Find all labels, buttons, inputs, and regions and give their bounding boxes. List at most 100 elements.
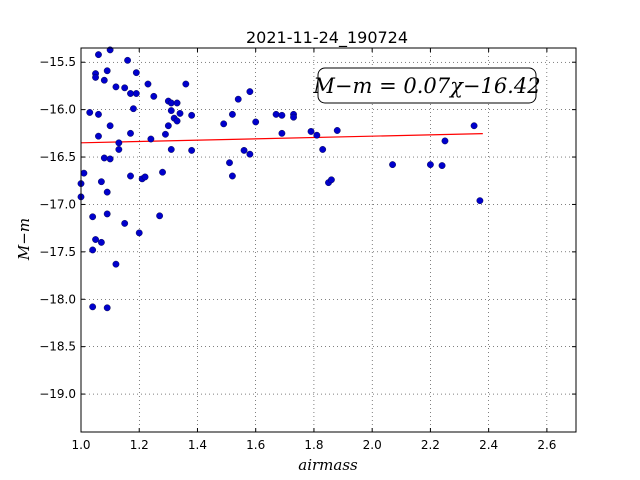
data-point: [328, 176, 335, 184]
y-tick-label: −19.0: [39, 387, 76, 401]
x-tick-label: 1.6: [246, 438, 265, 452]
data-point: [80, 169, 88, 177]
data-point: [92, 73, 99, 81]
y-tick-label: −17.5: [39, 245, 76, 259]
data-point: [182, 80, 190, 88]
data-point: [278, 111, 286, 119]
data-point: [220, 120, 228, 128]
data-point: [115, 139, 123, 147]
data-point: [106, 122, 114, 130]
x-tick-label: 1.2: [130, 438, 149, 452]
annotation-box: [317, 67, 537, 104]
data-point: [92, 236, 99, 243]
data-point: [103, 210, 111, 218]
data-point: [427, 161, 434, 169]
data-point: [162, 130, 169, 138]
data-point: [229, 172, 236, 180]
data-point: [86, 109, 94, 116]
data-point: [246, 150, 254, 158]
data-point: [234, 95, 242, 103]
data-point: [106, 155, 114, 163]
data-point: [115, 146, 123, 153]
y-tick-label: −18.0: [39, 292, 76, 306]
data-point: [313, 131, 321, 139]
x-tick-label: 1.0: [71, 438, 90, 452]
data-point: [89, 303, 97, 311]
data-point: [127, 90, 134, 97]
fit-annotation: M−m = 0.07χ−16.42: [312, 67, 541, 104]
data-point: [173, 99, 181, 107]
x-tick-label: 1.4: [188, 438, 207, 452]
data-point: [124, 56, 131, 64]
data-point: [95, 110, 102, 118]
data-point: [319, 146, 327, 153]
y-tick-label: −16.5: [39, 150, 76, 164]
x-tick-label: 2.0: [363, 438, 382, 452]
data-point: [167, 146, 175, 153]
data-point: [97, 238, 105, 246]
data-point: [127, 129, 134, 137]
data-point: [100, 76, 108, 84]
data-point: [141, 173, 149, 181]
data-point: [132, 90, 140, 97]
x-tick-label: 1.8: [304, 438, 323, 452]
y-tick-label: −17.0: [39, 197, 76, 211]
data-point: [173, 117, 181, 125]
grid-lines: [81, 48, 576, 432]
data-point: [100, 154, 108, 162]
data-point: [89, 213, 97, 221]
fit-equation: M−m = 0.07χ−16.42: [312, 74, 540, 98]
data-point: [156, 212, 164, 220]
data-point: [127, 172, 134, 180]
data-point: [121, 84, 129, 92]
plot-frame: [80, 47, 577, 433]
data-point: [389, 161, 396, 169]
data-points: [77, 46, 484, 312]
fit-line: [80, 133, 483, 144]
data-point: [188, 146, 196, 154]
data-point: [103, 304, 111, 312]
data-point: [144, 80, 152, 88]
chart-title: 2021-11-24_190724: [246, 28, 408, 48]
x-tick-label: 2.6: [537, 438, 556, 452]
data-point: [441, 137, 449, 145]
y-tick-label: −18.5: [39, 340, 76, 354]
data-point: [290, 113, 297, 121]
y-axis-label: M−m: [15, 218, 33, 261]
data-point: [272, 110, 280, 118]
data-point: [95, 51, 102, 59]
data-point: [103, 67, 111, 75]
data-point: [333, 127, 341, 134]
y-tick-label: −15.5: [39, 55, 76, 69]
data-point: [97, 178, 105, 186]
axis-ticks: 1.0 1.2 1.4 1.6 1.8 2.0 2.2 2.4 2.6 −15.5 −16.0 −16…: [39, 48, 576, 452]
data-point: [476, 197, 484, 205]
data-point: [159, 168, 166, 176]
data-point: [112, 83, 120, 91]
data-point: [150, 92, 158, 100]
data-point: [132, 69, 140, 77]
data-point: [167, 99, 175, 107]
data-point: [438, 162, 446, 169]
data-point: [121, 220, 129, 227]
data-point: [176, 110, 184, 117]
y-tick-label: −16.0: [39, 103, 76, 117]
data-point: [130, 105, 137, 113]
x-tick-label: 2.4: [479, 438, 498, 452]
data-point: [240, 146, 248, 154]
x-axis-label: airmass: [298, 456, 358, 474]
data-point: [135, 229, 143, 237]
data-point: [167, 107, 175, 114]
data-point: [95, 132, 102, 140]
x-tick-label: 2.2: [421, 438, 440, 452]
data-point: [164, 122, 172, 130]
data-point: [246, 88, 254, 96]
data-point: [470, 122, 478, 130]
fit-line-group: [80, 133, 483, 144]
data-point: [226, 159, 233, 167]
data-point: [188, 111, 196, 119]
data-point: [103, 188, 111, 196]
data-point: [278, 129, 286, 137]
data-point: [112, 260, 120, 268]
data-point: [252, 118, 260, 126]
